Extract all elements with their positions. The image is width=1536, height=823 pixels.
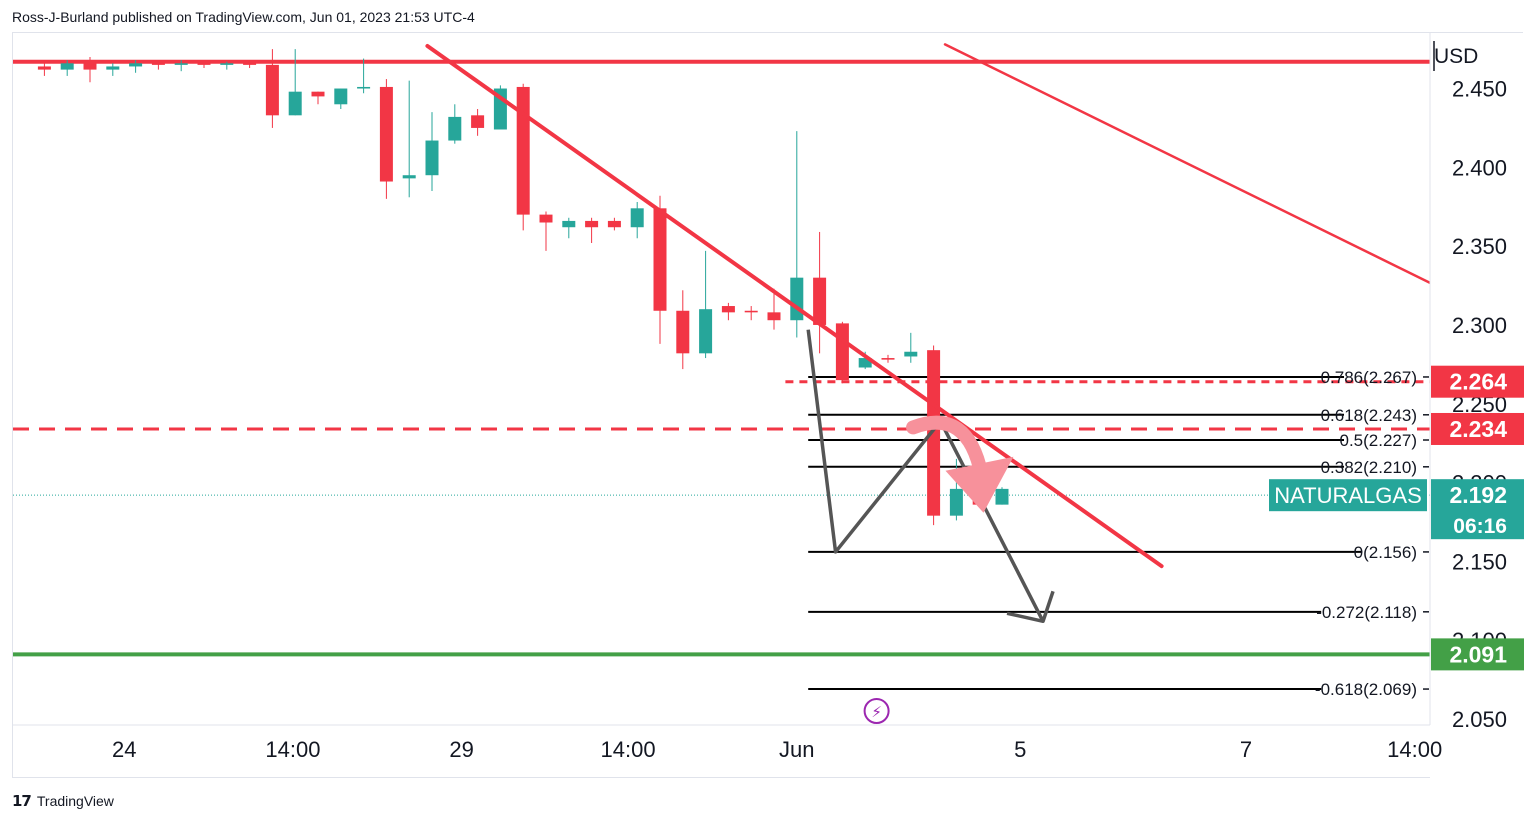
candle-body-19 <box>471 115 485 128</box>
candle-body-24 <box>585 220 599 228</box>
candle-body-38 <box>904 351 918 357</box>
candle-body-7 <box>197 63 211 65</box>
y-tick-label-1: 2.400 <box>1452 155 1507 180</box>
y-tick-label-0: 2.450 <box>1452 77 1507 102</box>
candle-body-10 <box>265 64 279 116</box>
candle-body-39 <box>927 350 941 516</box>
candle-body-1 <box>60 63 74 70</box>
candle-body-30 <box>721 306 735 313</box>
fib-label-5: -0.272(2.118) <box>1316 603 1417 622</box>
projection-arrow-head <box>1006 590 1055 624</box>
candle-body-13 <box>334 88 348 105</box>
price-tag-2.264: 2.264 <box>1449 369 1507 395</box>
candle-body-29 <box>699 309 713 354</box>
candle-body-8 <box>220 63 234 65</box>
candle-body-28 <box>676 310 690 354</box>
candle-body-26 <box>630 208 644 228</box>
footer: 𝟭𝟳 TradingView <box>12 792 114 810</box>
x-tick-label-3: 14:00 <box>601 737 656 762</box>
lightning-icon <box>863 698 890 724</box>
fib-label-1: 0.618(2.243) <box>1321 406 1417 425</box>
candle-body-23 <box>562 220 576 228</box>
fib-label-4: 0(2.156) <box>1354 543 1417 562</box>
fib-label-2: 0.5(2.227) <box>1340 431 1418 450</box>
candle-body-36 <box>858 358 872 368</box>
candle-body-0 <box>37 66 51 70</box>
candle-body-12 <box>311 91 325 97</box>
candle-body-32 <box>767 312 781 321</box>
chart-frame[interactable]: 0.786(2.267) 0.618(2.243) 0.5(2.227) 0.382(… <box>12 32 1524 779</box>
candle-body-21 <box>516 86 530 215</box>
candle-body-4 <box>129 63 143 67</box>
candle-body-17 <box>425 140 439 176</box>
last-price-tag: 2.192 <box>1449 482 1507 508</box>
candle-body-25 <box>607 220 621 228</box>
last-price-tag-bg <box>1431 479 1524 540</box>
candle-body-14 <box>357 86 371 89</box>
symbol-tag-bg <box>1269 479 1427 512</box>
fib-label-6: -0.618(2.069) <box>1315 680 1417 699</box>
y-tick-label-8: 2.050 <box>1452 707 1507 732</box>
countdown-tag: 06:16 <box>1453 515 1507 538</box>
fib-label-3: 0.382(2.210) <box>1321 458 1417 477</box>
x-tick-label-4: Jun <box>779 737 814 762</box>
price-tag-2.091-bg <box>1431 638 1524 671</box>
publish-info: Ross-J-Burland published on TradingView.… <box>12 9 475 25</box>
fib-label-0: 0.786(2.267) <box>1321 368 1417 387</box>
candle-body-6 <box>174 63 188 65</box>
candle-body-16 <box>402 175 416 179</box>
price-tag-2.234: 2.234 <box>1449 416 1507 442</box>
x-tick-label-6: 7 <box>1240 737 1252 762</box>
price-tag-2.264-bg <box>1431 365 1524 398</box>
y-tick-label-2: 2.350 <box>1452 234 1507 259</box>
symbol-tag: NATURALGAS <box>1274 483 1422 508</box>
y-tick-label-6: 2.150 <box>1452 549 1507 574</box>
candle-body-42 <box>995 488 1009 505</box>
candle-body-35 <box>835 323 849 381</box>
candle-body-18 <box>448 116 462 141</box>
lightning-glyph: ⚡ <box>871 704 882 721</box>
candle-body-40 <box>949 488 963 516</box>
x-tick-label-7: 14:00 <box>1387 737 1442 762</box>
candle-body-37 <box>881 358 895 360</box>
currency-label: USD <box>1434 45 1478 68</box>
price-chart[interactable]: 0.786(2.267) 0.618(2.243) 0.5(2.227) 0.382(… <box>13 33 1524 779</box>
candle-body-15 <box>379 86 393 182</box>
candle-body-31 <box>744 310 758 313</box>
candle-body-27 <box>653 208 667 311</box>
candle-body-33 <box>790 277 804 321</box>
price-tag-2.091: 2.091 <box>1449 641 1507 667</box>
tradingview-logo-icon[interactable]: 𝟭𝟳 <box>12 793 32 810</box>
candle-body-3 <box>106 66 120 70</box>
y-tick-label-3: 2.300 <box>1452 313 1507 338</box>
main-downtrend-line <box>425 43 1164 569</box>
projection-path <box>806 329 1045 623</box>
upper-downtrend-line <box>943 43 1460 298</box>
candle-body-34 <box>813 277 827 325</box>
x-tick-label-2: 29 <box>449 737 473 762</box>
x-tick-label-5: 5 <box>1014 737 1026 762</box>
candle-body-11 <box>288 91 302 116</box>
candle-body-5 <box>151 63 165 65</box>
pink-curve-arrow <box>906 415 989 482</box>
price-tag-2.234-bg <box>1431 412 1524 445</box>
pink-arrow-head <box>945 456 1014 513</box>
footer-brand[interactable]: TradingView <box>36 793 114 809</box>
x-tick-label-1: 14:00 <box>265 737 320 762</box>
candle-body-22 <box>539 214 553 223</box>
candle-body-9 <box>243 63 257 65</box>
candle-body-2 <box>83 63 97 70</box>
x-tick-label-0: 24 <box>112 737 136 762</box>
